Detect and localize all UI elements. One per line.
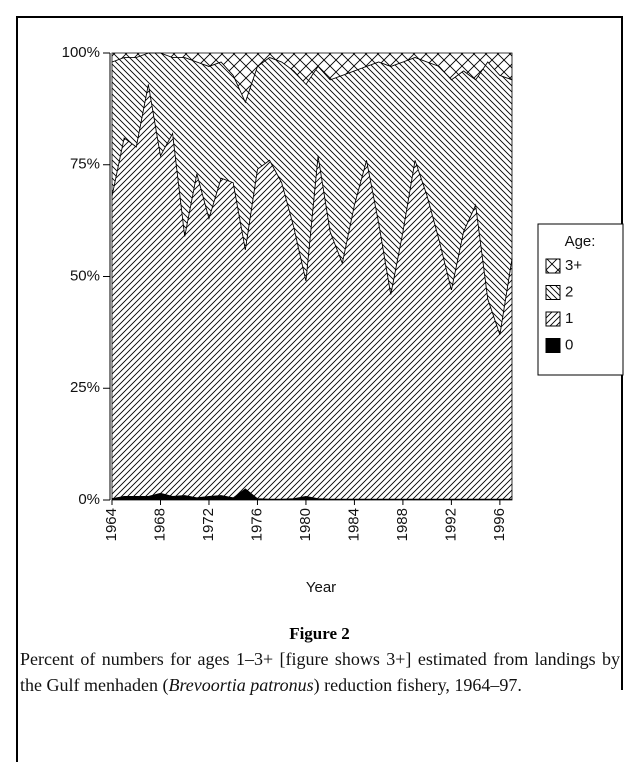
x-tick-label: 1984: [345, 508, 362, 541]
area: [111, 52, 513, 104]
x-axis-title: Year: [306, 579, 336, 596]
x-tick-label: 1968: [151, 508, 168, 541]
caption-text: Percent of numbers for ages 1–3+ [figure…: [20, 649, 620, 695]
legend-label: 3+: [565, 257, 582, 274]
legend-swatch: [545, 285, 561, 300]
legend-label: 0: [565, 336, 573, 353]
y-tick-label: 50%: [70, 267, 100, 284]
x-tick-label: 1996: [491, 508, 508, 541]
x-tick-label: 1988: [394, 508, 411, 541]
x-tick-label: 1980: [297, 508, 314, 541]
y-tick-label: 0%: [78, 491, 100, 508]
caption-title: Figure 2: [289, 624, 350, 643]
x-tick-label: 1972: [200, 508, 217, 541]
y-tick-label: 25%: [70, 379, 100, 396]
x-tick-label: 1992: [442, 508, 459, 541]
species-name: Brevoortia patronus: [168, 675, 314, 695]
y-tick-label: 100%: [62, 44, 100, 61]
legend-label: 1: [565, 310, 573, 327]
legend-swatch: [545, 258, 561, 274]
y-tick-label: 75%: [70, 156, 100, 173]
x-tick-label: 1976: [248, 508, 265, 541]
legend-title: Age:: [565, 233, 596, 250]
legend-swatch: [545, 338, 561, 353]
x-tick-label: 1964: [103, 508, 120, 541]
legend-swatch: [545, 311, 561, 327]
legend-label: 2: [565, 283, 573, 300]
caption-text: ) reduction fishery, 1964–97.: [313, 675, 522, 695]
caption-text: Percent of numbers for ages 1–3+ [figure…: [20, 646, 620, 698]
